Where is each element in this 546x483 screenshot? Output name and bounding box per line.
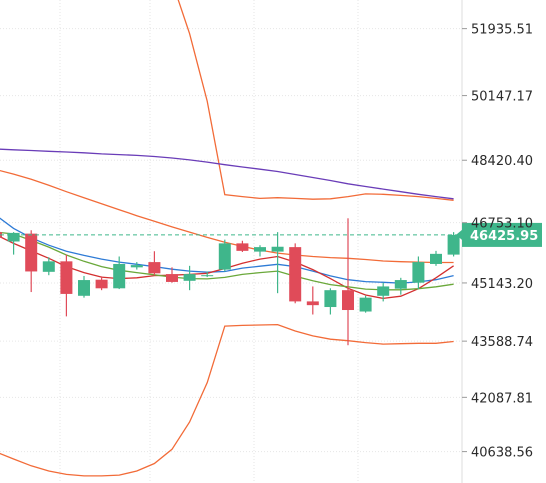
candle-body (42, 261, 55, 272)
candle-body (25, 233, 38, 272)
candle[interactable] (25, 230, 38, 293)
last-price-label: 46425.95 (470, 229, 538, 244)
candle-body (447, 234, 460, 255)
axis-tick-label: 51935.51 (471, 23, 533, 38)
candle[interactable] (342, 218, 354, 346)
candle-body (359, 297, 372, 312)
axis-tick-label: 46753.10 (471, 217, 533, 232)
axis-tick-label: 40638.56 (471, 446, 533, 461)
last-price-marker: 46425.95 (0, 222, 542, 247)
axis-tick-label: 43588.74 (471, 335, 533, 350)
candle-body (166, 274, 178, 282)
candle[interactable] (447, 232, 460, 257)
candle[interactable] (254, 245, 266, 257)
candle-body (394, 280, 407, 289)
candle-body (306, 301, 319, 306)
candle-body (7, 232, 20, 242)
candle-body (78, 280, 90, 296)
axis-tick-label: 48420.40 (471, 154, 533, 169)
candle[interactable] (201, 271, 214, 278)
candle-body (342, 290, 354, 311)
candle-body (324, 290, 337, 308)
candle[interactable] (377, 282, 390, 302)
axis-tick-label: 50147.17 (471, 90, 533, 105)
candle[interactable] (236, 240, 249, 252)
candle-body (183, 274, 196, 281)
axis-tick-label: 42087.81 (471, 391, 533, 406)
candle-body (254, 247, 266, 252)
candle-body (95, 279, 108, 289)
candle-body (148, 262, 161, 274)
price-axis[interactable]: 51935.51 50147.17 48420.40 46753.10 45143.20… (462, 23, 533, 461)
candle[interactable] (412, 256, 425, 290)
candle[interactable] (271, 232, 284, 294)
candle-body (130, 265, 143, 268)
candle-body (271, 246, 284, 252)
candle-body (218, 243, 231, 270)
candle-body (412, 262, 425, 283)
candle[interactable] (95, 276, 108, 291)
indicator-lines (0, 0, 454, 477)
candle-body (201, 275, 214, 277)
candle[interactable] (306, 286, 319, 315)
last-price-badge (462, 222, 542, 247)
candle[interactable] (394, 277, 407, 295)
candle[interactable] (42, 257, 55, 276)
candle[interactable] (0, 225, 2, 240)
candle-body (430, 253, 442, 264)
candle-body (60, 261, 73, 294)
candle[interactable] (359, 295, 372, 313)
axis-tick-label: 45143.20 (471, 277, 533, 292)
candle[interactable] (218, 239, 231, 272)
candle[interactable] (183, 265, 196, 291)
candle-body (236, 243, 249, 251)
candle-body (113, 263, 126, 289)
candle[interactable] (324, 288, 337, 315)
candle[interactable] (60, 254, 73, 317)
candle[interactable] (130, 262, 143, 270)
candle[interactable] (7, 232, 20, 255)
series-line-bb_lower (0, 323, 454, 477)
candle[interactable] (78, 275, 90, 298)
candle[interactable] (113, 256, 126, 290)
last-price-pointer (456, 229, 462, 240)
candle[interactable] (430, 250, 442, 266)
candle[interactable] (289, 243, 302, 304)
candle[interactable] (148, 251, 161, 276)
series-line-bb_upper (177, 0, 454, 201)
candle-body (289, 247, 302, 302)
candles[interactable] (0, 218, 460, 346)
series-line-ma_long (0, 148, 454, 200)
series-line-ma_blue (0, 217, 454, 284)
candle[interactable] (166, 267, 178, 283)
candle-body (377, 286, 390, 296)
chart-grid (0, 0, 462, 483)
